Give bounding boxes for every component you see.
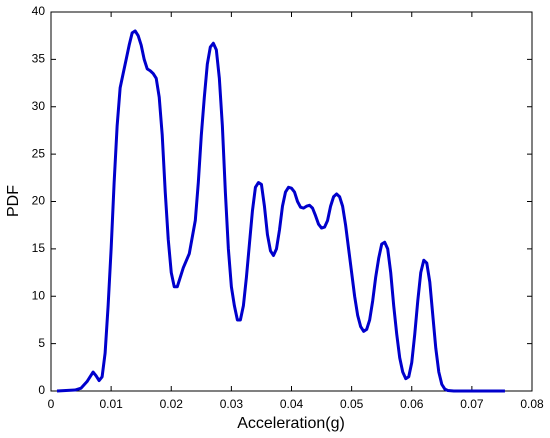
- y-tick-label: 0: [38, 383, 45, 397]
- y-tick-label: 10: [32, 288, 46, 302]
- x-tick-label: 0.08: [520, 397, 544, 411]
- x-tick-label: 0.07: [460, 397, 484, 411]
- y-axis-label: PDF: [5, 185, 22, 217]
- x-tick-label: 0.01: [99, 397, 123, 411]
- y-tick-label: 35: [32, 52, 46, 66]
- x-axis-label: Acceleration(g): [237, 415, 345, 432]
- y-tick-label: 5: [38, 336, 45, 350]
- y-tick-label: 30: [32, 99, 46, 113]
- x-tick-label: 0: [48, 397, 55, 411]
- x-tick-label: 0.03: [220, 397, 244, 411]
- x-tick-label: 0.06: [400, 397, 424, 411]
- y-tick-label: 40: [32, 4, 46, 18]
- y-tick-label: 15: [32, 241, 46, 255]
- y-tick-label: 20: [32, 194, 46, 208]
- x-tick-label: 0.05: [340, 397, 364, 411]
- line: [56, 29, 505, 393]
- x-tick-label: 0.04: [280, 397, 304, 411]
- y-tick-label: 25: [32, 146, 46, 160]
- x-tick-label: 0.02: [160, 397, 184, 411]
